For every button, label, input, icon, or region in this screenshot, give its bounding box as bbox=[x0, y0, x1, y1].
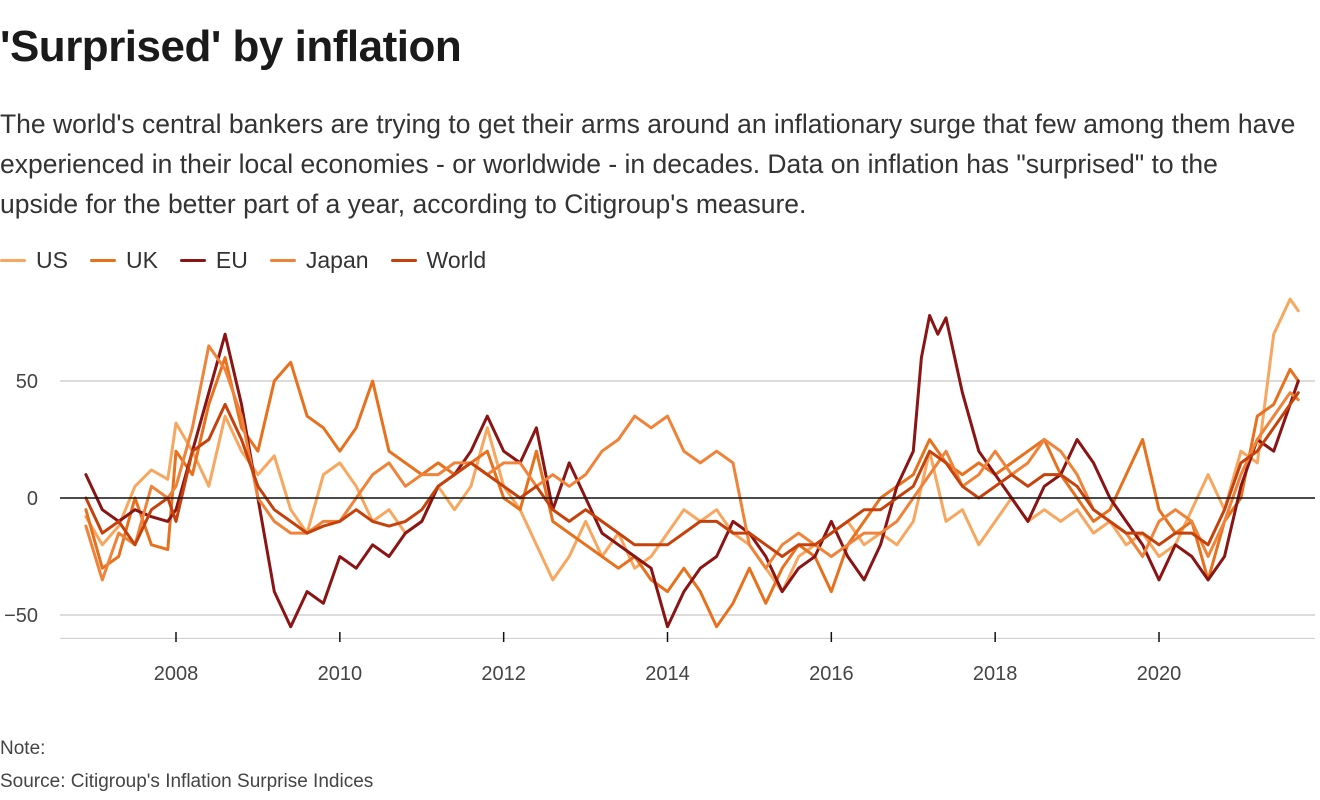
x-tick-label-2018: 2018 bbox=[973, 663, 1018, 685]
x-tick-label-2008: 2008 bbox=[154, 663, 199, 685]
x-tick-label-2020: 2020 bbox=[1137, 663, 1182, 685]
axis-layer: 50 0 −50 2008 2010 2012 2014 2016 2018 2020 bbox=[4, 371, 1315, 685]
legend-swatch-us bbox=[0, 259, 26, 262]
legend-item-us: US bbox=[0, 247, 68, 274]
series-line-us bbox=[84, 297, 1300, 594]
x-tick-label-2016: 2016 bbox=[809, 663, 854, 685]
legend-label-us: US bbox=[36, 247, 68, 273]
legend-swatch-world bbox=[390, 259, 417, 262]
chart-subtitle: The world's central bankers are trying t… bbox=[0, 109, 1296, 219]
legend-label-uk: UK bbox=[125, 247, 158, 273]
x-tick-label-2012: 2012 bbox=[481, 663, 526, 685]
series-line-eu bbox=[84, 314, 1300, 629]
chart-note: Note: bbox=[0, 738, 46, 759]
legend: US UK EU Japan World bbox=[0, 247, 508, 274]
grid-layer bbox=[60, 380, 1315, 639]
legend-label-eu: EU bbox=[215, 247, 248, 273]
legend-swatch-japan bbox=[269, 259, 296, 262]
legend-item-eu: EU bbox=[179, 247, 248, 274]
legend-label-world: World bbox=[426, 247, 487, 273]
legend-item-world: World bbox=[390, 247, 487, 274]
y-tick-label-0: 0 bbox=[27, 488, 38, 510]
y-tick-label-50: 50 bbox=[16, 371, 38, 393]
legend-item-uk: UK bbox=[89, 247, 158, 274]
series-line-uk bbox=[84, 356, 1300, 629]
series-layer bbox=[84, 297, 1300, 629]
y-tick-label-neg50: −50 bbox=[4, 605, 38, 627]
legend-swatch-eu bbox=[179, 259, 206, 262]
x-tick-label-2014: 2014 bbox=[645, 663, 690, 685]
line-chart: 50 0 −50 2008 2010 2012 2014 2016 2018 2020 bbox=[4, 297, 1315, 685]
chart-title: 'Surprised' by inflation bbox=[0, 22, 462, 71]
legend-item-japan: Japan bbox=[269, 247, 369, 274]
chart-source: Source: Citigroup's Inflation Surprise I… bbox=[0, 771, 374, 792]
x-tick-label-2010: 2010 bbox=[318, 663, 363, 685]
series-line-world bbox=[84, 391, 1300, 558]
legend-swatch-uk bbox=[89, 259, 116, 262]
legend-label-japan: Japan bbox=[305, 247, 369, 273]
